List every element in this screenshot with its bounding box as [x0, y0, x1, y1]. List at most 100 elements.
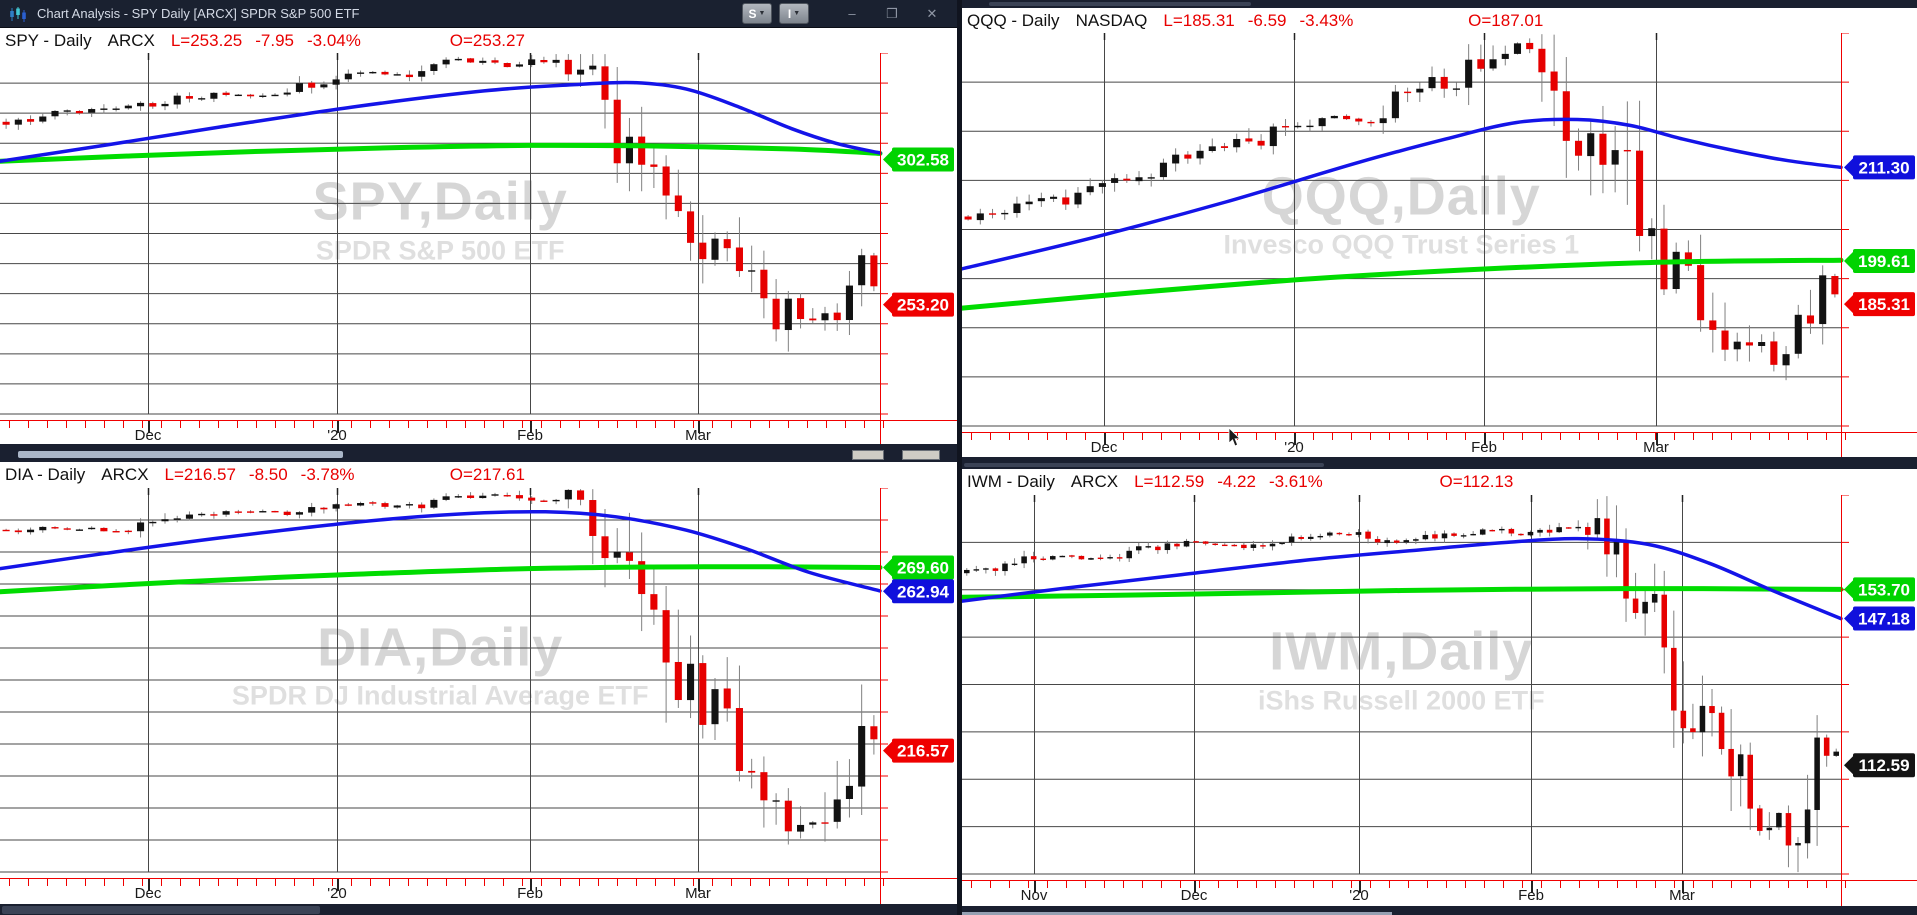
- axis-tick-minor: [1294, 881, 1295, 888]
- axis-tick-minor: [1522, 433, 1523, 440]
- axis-tick-minor: [864, 879, 865, 886]
- axis-tick-minor: [1389, 433, 1390, 440]
- axis-tick-minor: [1009, 881, 1010, 888]
- time-axis-dia[interactable]: Dec '20 Feb Mar: [0, 878, 957, 904]
- chart-canvas[interactable]: 153.70 147.18 112.59: [962, 495, 1917, 880]
- axis-tick-minor: [1275, 433, 1276, 440]
- axis-tick-minor: [1427, 881, 1428, 888]
- axis-tick-minor: [1142, 881, 1143, 888]
- axis-tick-minor: [28, 879, 29, 886]
- open-price: O=253.27: [449, 31, 525, 50]
- axis-tick-minor: [1370, 433, 1371, 440]
- axis-tick-major: [530, 879, 532, 891]
- axis-tick-minor: [351, 421, 352, 428]
- scrollbar-button[interactable]: [852, 450, 884, 460]
- axis-tick-minor: [1674, 881, 1675, 888]
- strip-segment[interactable]: [964, 463, 1324, 467]
- axis-tick-minor: [990, 881, 991, 888]
- axis-tick-minor: [9, 421, 10, 428]
- axis-tick-minor: [1313, 881, 1314, 888]
- axis-tick-minor: [1826, 881, 1827, 888]
- time-axis-spy[interactable]: Dec '20 Feb Mar: [0, 420, 957, 444]
- axis-tick-minor: [47, 879, 48, 886]
- axis-tick-minor: [503, 879, 504, 886]
- axis-tick-minor: [1769, 433, 1770, 440]
- watermark-name: iShs Russell 2000 ETF: [1257, 685, 1545, 716]
- axis-tick-minor: [1085, 881, 1086, 888]
- indicator-dropdown-button[interactable]: I ▼: [779, 3, 809, 24]
- watermark-symbol: DIA,Daily: [317, 616, 564, 677]
- axis-tick-minor: [237, 879, 238, 886]
- panel-bottom-strip: [962, 457, 1917, 462]
- axis-tick-major: [337, 421, 339, 433]
- axis-tick-minor: [1085, 433, 1086, 440]
- axis-tick-minor: [1313, 433, 1314, 440]
- axis-tick-minor: [1788, 881, 1789, 888]
- symbol-label: IWM - Daily: [967, 472, 1055, 491]
- axis-tick-major: [148, 421, 150, 433]
- window-titlebar[interactable]: Chart Analysis - SPY Daily [ARCX] SPDR S…: [0, 0, 957, 28]
- axis-tick-minor: [845, 421, 846, 428]
- watermark-name: SPDR S&P 500 ETF: [315, 235, 565, 266]
- change-percent: -3.61%: [1268, 472, 1323, 491]
- chart-canvas[interactable]: 211.30 199.61 185.31: [962, 33, 1917, 432]
- axis-tick-minor: [560, 421, 561, 428]
- axis-tick-minor: [332, 421, 333, 428]
- chart-canvas[interactable]: 302.58 253.20: [0, 53, 957, 420]
- axis-tick-major: [1034, 881, 1036, 893]
- scan-dropdown-button[interactable]: S ▼: [742, 3, 772, 24]
- axis-tick-minor: [769, 879, 770, 886]
- month-label: '20: [1349, 887, 1369, 904]
- candlestick-chart-dia[interactable]: DIA,Daily SPDR DJ Industrial Average ETF…: [0, 488, 957, 878]
- axis-tick-minor: [1199, 881, 1200, 888]
- axis-tick-minor: [990, 433, 991, 440]
- svg-text:216.57: 216.57: [897, 742, 949, 761]
- watermark-symbol: SPY,Daily: [312, 171, 568, 232]
- axis-tick-minor: [579, 879, 580, 886]
- axis-tick-minor: [674, 421, 675, 428]
- axis-tick-minor: [826, 879, 827, 886]
- axis-red-line: [1841, 433, 1842, 457]
- horizontal-scrollbar-spy[interactable]: [0, 444, 957, 462]
- axis-tick-minor: [66, 879, 67, 886]
- axis-tick-minor: [1655, 433, 1656, 440]
- scrollbar-thumb[interactable]: [2, 906, 320, 914]
- axis-tick-minor: [1351, 881, 1352, 888]
- minimize-button[interactable]: –: [848, 6, 856, 21]
- axis-tick-minor: [427, 879, 428, 886]
- candlestick-chart-iwm[interactable]: IWM,Daily iShs Russell 2000 ETF 153.70 14…: [962, 495, 1917, 880]
- axis-tick-minor: [446, 421, 447, 428]
- scrollbar-thumb[interactable]: [18, 451, 343, 458]
- candlestick-chart-spy[interactable]: SPY,Daily SPDR S&P 500 ETF 302.58 253.20: [0, 53, 957, 420]
- axis-tick-minor: [655, 879, 656, 886]
- axis-tick-minor: [1465, 433, 1466, 440]
- change: -6.59: [1247, 10, 1287, 30]
- axis-tick-minor: [788, 879, 789, 886]
- chart-header-iwm: IWM - Daily ARCX L=112.59 -4.22 -3.61% O…: [962, 469, 1917, 495]
- candlestick-chart-qqq[interactable]: QQQ,Daily Invesco QQQ Trust Series 1 211…: [962, 33, 1917, 432]
- scrollbar-button[interactable]: [902, 450, 940, 460]
- axis-tick-major: [1104, 433, 1106, 445]
- time-axis-iwm[interactable]: Nov Dec '20 Feb Mar: [962, 880, 1917, 906]
- axis-tick-minor: [389, 879, 390, 886]
- axis-tick-minor: [1655, 881, 1656, 888]
- maximize-button[interactable]: ❒: [886, 5, 898, 21]
- axis-tick-minor: [750, 879, 751, 886]
- chart-header-qqq: QQQ - Daily NASDAQ L=185.31 -6.59 -3.43%…: [962, 8, 1917, 33]
- axis-tick-major: [1682, 881, 1684, 893]
- watermark: DIA,Daily SPDR DJ Industrial Average ETF: [0, 615, 880, 712]
- axis-tick-minor: [769, 421, 770, 428]
- axis-tick-minor: [883, 879, 884, 886]
- axis-tick-minor: [1066, 881, 1067, 888]
- time-axis-qqq[interactable]: Dec '20 Feb Mar: [962, 432, 1917, 457]
- app-chart-icon: [10, 6, 26, 22]
- close-button[interactable]: ✕: [926, 5, 938, 21]
- open-price: O=112.13: [1439, 472, 1514, 491]
- chart-canvas[interactable]: 269.60 262.94 216.57: [0, 488, 957, 878]
- axis-tick-minor: [1503, 881, 1504, 888]
- axis-tick-minor: [864, 421, 865, 428]
- axis-tick-minor: [218, 879, 219, 886]
- strip-segment[interactable]: [989, 2, 1251, 6]
- horizontal-scrollbar-dia[interactable]: [0, 904, 957, 915]
- axis-tick-minor: [1104, 881, 1105, 888]
